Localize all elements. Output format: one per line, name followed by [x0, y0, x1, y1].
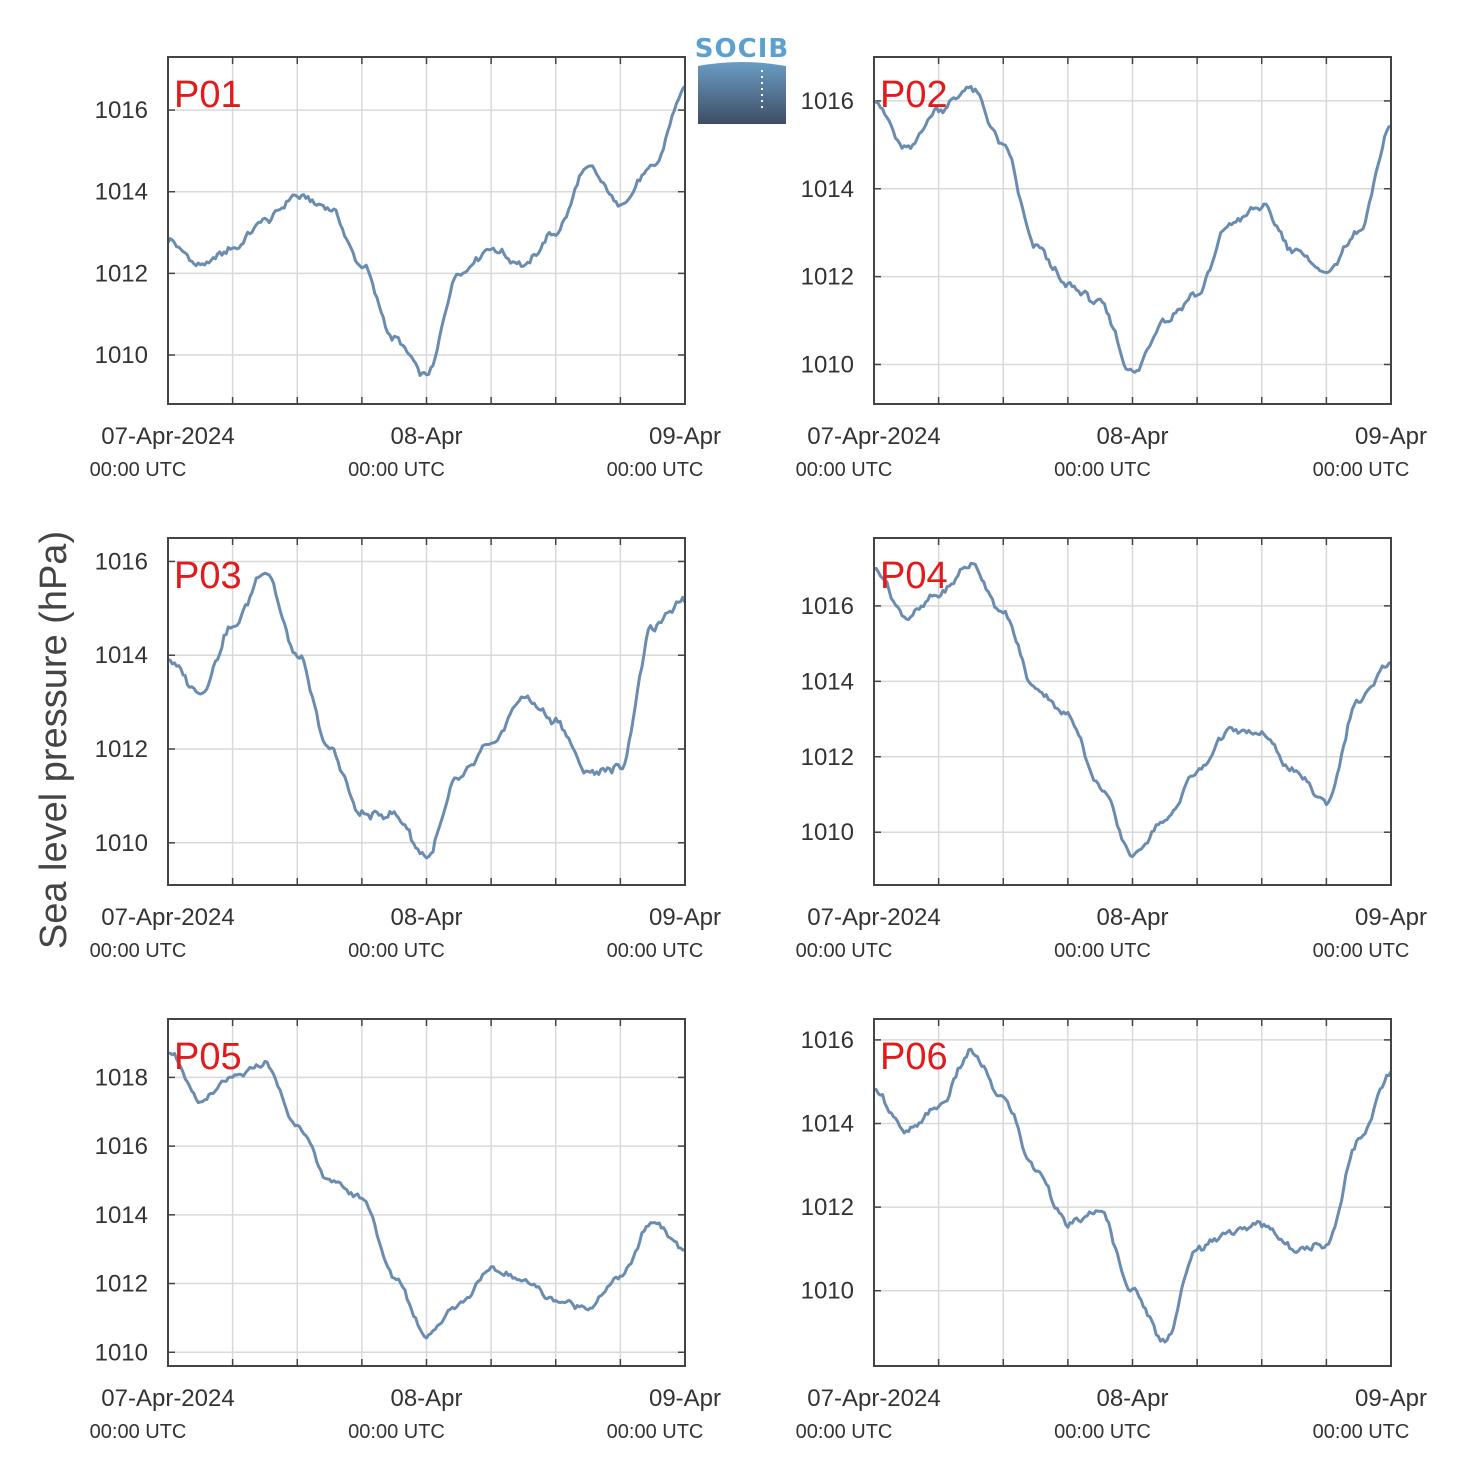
y-tick-label: 1016 [801, 88, 854, 115]
y-tick-label: 1012 [95, 736, 148, 763]
series-line-p02 [873, 85, 1392, 374]
axes-frame [167, 537, 686, 886]
x-tick-sublabel: 00:00 UTC [1313, 1421, 1410, 1443]
x-tick-sublabel: 00:00 UTC [1313, 459, 1410, 481]
x-tick-sublabel: 00:00 UTC [1313, 940, 1410, 962]
x-tick-label: 08-Apr [390, 423, 462, 450]
x-tick-label: 07-Apr-2024 [807, 423, 940, 450]
y-tick-label: 1014 [801, 668, 854, 695]
x-tick-label: 09-Apr [649, 423, 721, 450]
y-tick-label: 1010 [95, 830, 148, 857]
x-tick-sublabel: 00:00 UTC [1054, 940, 1151, 962]
x-tick-label: 09-Apr [649, 1385, 721, 1412]
panel-label: P03 [174, 555, 242, 597]
x-tick-sublabel: 00:00 UTC [348, 940, 445, 962]
x-tick-label: 08-Apr [1096, 423, 1168, 450]
series-line-p05 [167, 1051, 686, 1340]
x-tick-label: 08-Apr [1096, 904, 1168, 931]
y-tick-label: 1016 [95, 548, 148, 575]
y-tick-label: 1014 [95, 642, 148, 669]
x-tick-label: 09-Apr [649, 904, 721, 931]
y-tick-label: 1018 [95, 1064, 148, 1091]
x-tick-sublabel: 00:00 UTC [796, 1421, 893, 1443]
panel-label: P01 [174, 74, 242, 116]
socib-logo: SOCIB [695, 34, 789, 124]
axes-frame [873, 56, 1392, 405]
logo-wave-icon [698, 62, 786, 124]
panel-label: P05 [174, 1036, 242, 1078]
x-tick-label: 07-Apr-2024 [101, 423, 234, 450]
y-tick-label: 1014 [95, 179, 148, 206]
x-tick-sublabel: 00:00 UTC [1054, 1421, 1151, 1443]
x-tick-label: 07-Apr-2024 [101, 1385, 234, 1412]
y-tick-label: 1014 [801, 1111, 854, 1138]
x-tick-label: 09-Apr [1355, 1385, 1427, 1412]
x-tick-sublabel: 00:00 UTC [796, 940, 893, 962]
y-tick-label: 1012 [95, 1271, 148, 1298]
x-tick-label: 08-Apr [390, 1385, 462, 1412]
x-tick-label: 07-Apr-2024 [807, 1385, 940, 1412]
series-line-p03 [167, 571, 687, 860]
y-axis-label: Sea level pressure (hPa) [33, 531, 75, 949]
x-tick-label: 08-Apr [390, 904, 462, 931]
axes-frame [873, 1018, 1392, 1367]
chart-panel-p03: 1010 1012 1014 1016 07-Apr-2024 00:00 UTC 08-A… [90, 537, 721, 962]
y-tick-label: 1012 [95, 260, 148, 287]
axes-frame [873, 537, 1392, 886]
y-tick-label: 1016 [95, 1133, 148, 1160]
x-tick-label: 09-Apr [1355, 423, 1427, 450]
x-tick-label: 07-Apr-2024 [101, 904, 234, 931]
x-tick-sublabel: 00:00 UTC [348, 459, 445, 481]
x-tick-label: 09-Apr [1355, 904, 1427, 931]
panel-label: P06 [880, 1036, 948, 1078]
chart-panel-p01: 1010 1012 1014 1016 07-Apr-2024 00:00 UTC 08-A… [90, 56, 721, 481]
y-tick-label: 1010 [95, 1339, 148, 1366]
y-tick-label: 1010 [801, 1278, 854, 1305]
x-tick-label: 07-Apr-2024 [807, 904, 940, 931]
x-tick-sublabel: 00:00 UTC [796, 459, 893, 481]
panel-label: P02 [880, 74, 948, 116]
x-tick-sublabel: 00:00 UTC [348, 1421, 445, 1443]
series-line-p06 [873, 1047, 1393, 1344]
chart-panel-p05: 1010 1012 1014 1016 1018 07-Apr-2024 00:00 UTC… [90, 1018, 721, 1443]
x-tick-sublabel: 00:00 UTC [607, 459, 704, 481]
y-tick-label: 1010 [801, 819, 854, 846]
x-tick-sublabel: 00:00 UTC [607, 940, 704, 962]
axes-frame [167, 56, 686, 405]
y-tick-label: 1014 [95, 1202, 148, 1229]
y-tick-label: 1016 [95, 97, 148, 124]
x-tick-sublabel: 00:00 UTC [1054, 459, 1151, 481]
chart-panel-p02: 1010 1012 1014 1016 07-Apr-2024 00:00 UTC 08-A… [796, 56, 1427, 481]
y-tick-label: 1010 [95, 342, 148, 369]
x-tick-label: 08-Apr [1096, 1385, 1168, 1412]
chart-panel-p06: 1010 1012 1014 1016 07-Apr-2024 00:00 UTC 08-A… [796, 1018, 1427, 1443]
axes-frame [167, 1018, 686, 1367]
series-line-p01 [166, 85, 687, 377]
y-tick-label: 1012 [801, 1194, 854, 1221]
series-line-p04 [873, 561, 1392, 859]
panel-label: P04 [880, 555, 948, 597]
y-tick-label: 1012 [801, 264, 854, 291]
y-tick-label: 1012 [801, 744, 854, 771]
logo-text: SOCIB [695, 34, 789, 64]
x-tick-sublabel: 00:00 UTC [90, 1421, 187, 1443]
y-tick-label: 1016 [801, 593, 854, 620]
x-tick-sublabel: 00:00 UTC [90, 940, 187, 962]
x-tick-sublabel: 00:00 UTC [607, 1421, 704, 1443]
x-tick-sublabel: 00:00 UTC [90, 459, 187, 481]
y-tick-label: 1010 [801, 351, 854, 378]
chart-panel-p04: 1010 1012 1014 1016 07-Apr-2024 00:00 UTC 08-A… [796, 537, 1427, 962]
y-tick-label: 1016 [801, 1027, 854, 1054]
y-tick-label: 1014 [801, 176, 854, 203]
